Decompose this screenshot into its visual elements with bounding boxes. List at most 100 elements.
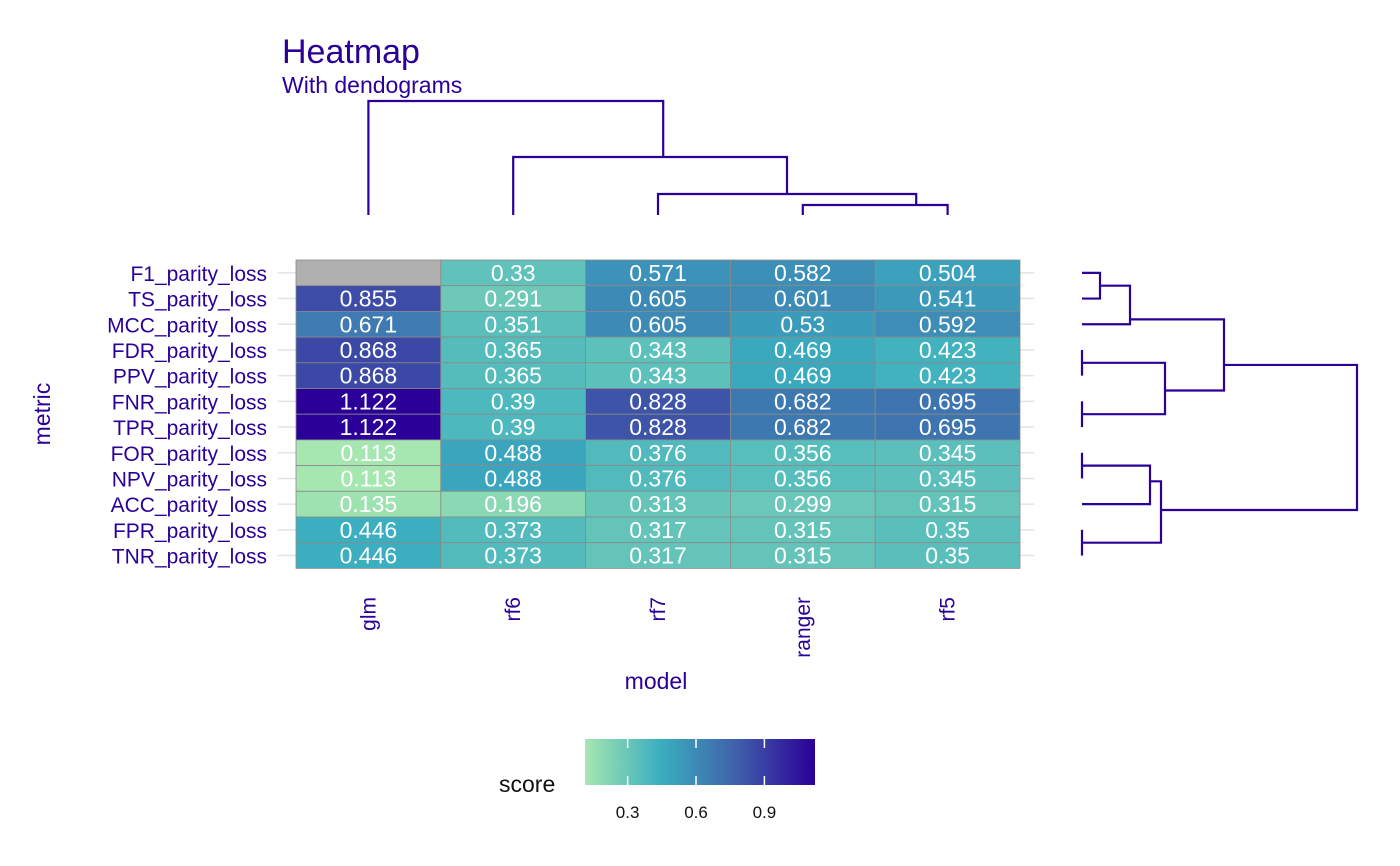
cell-value-label: 1.122: [340, 414, 398, 440]
cell-value-label: 0.373: [484, 543, 542, 569]
cell-value-label: 0.571: [629, 260, 687, 286]
cell-value-label: 0.39: [491, 388, 536, 414]
cell-value-label: 1.122: [340, 388, 398, 414]
y-tick-label: TPR_parity_loss: [113, 417, 267, 440]
heatmap-cell: [295, 310, 442, 338]
y-tick-label: PPV_parity_loss: [113, 366, 267, 389]
dendrogram-branch: [1082, 284, 1132, 326]
cell-value-label: 0.469: [774, 363, 832, 389]
cell-value-label: 0.299: [774, 491, 832, 517]
cell-value-label: 0.828: [629, 388, 687, 414]
cell-value-label: 0.135: [340, 491, 398, 517]
heatmap-cell: [730, 310, 876, 338]
x-tick-label: rf6: [502, 597, 525, 622]
x-tick-label: ranger: [792, 597, 815, 658]
x-tick-label: rf7: [647, 597, 670, 622]
x-tick-label: glm: [357, 597, 380, 631]
cell-value-label: 0.317: [629, 543, 687, 569]
heatmap-cell: [874, 362, 1021, 389]
cell-value-label: 0.695: [919, 388, 977, 414]
heatmap-cell: [585, 490, 731, 518]
cell-value-label: 0.351: [484, 311, 542, 337]
heatmap-cell: [874, 542, 1021, 569]
cell-value-label: 0.423: [919, 363, 977, 389]
cell-value-label: 0.317: [629, 517, 687, 543]
heatmap-cells: [295, 259, 1021, 569]
cell-value-label: 0.423: [919, 337, 977, 363]
dendrogram-branch: [801, 203, 949, 215]
heatmap-cell: [440, 285, 586, 312]
legend-colorbar: [585, 739, 815, 785]
cell-value-label: 0.488: [484, 465, 542, 491]
cell-value-label: 0.113: [340, 465, 396, 491]
cell-value-label: 0.356: [774, 465, 832, 491]
heatmap-cell: [874, 490, 1021, 518]
cell-value-label: 0.365: [484, 363, 542, 389]
cell-value-label: 0.345: [919, 465, 977, 491]
x-tick-label: rf5: [937, 597, 960, 622]
cell-value-label: 0.868: [340, 337, 398, 363]
y-tick-label: FPR_parity_loss: [113, 520, 267, 543]
heatmap-cell: [730, 285, 876, 312]
cell-value-label: 0.605: [629, 311, 687, 337]
cell-value-label: 0.33: [491, 260, 536, 286]
y-tick-label: MCC_parity_loss: [107, 314, 267, 337]
column-dendrogram: [367, 99, 949, 215]
heatmap-cell: [585, 413, 731, 441]
cell-value-label: 0.541: [919, 286, 977, 312]
y-tick-label: ACC_parity_loss: [111, 494, 267, 517]
row-dendrogram: [1080, 271, 1359, 556]
cell-value-label: 0.373: [484, 517, 542, 543]
heatmap-cell: [730, 542, 876, 569]
y-tick-label: FOR_parity_loss: [111, 443, 267, 466]
cell-value-label: 0.365: [484, 337, 542, 363]
dendrogram-branch: [512, 155, 789, 215]
cell-value-label: 0.488: [484, 440, 542, 466]
cell-value-label: 0.828: [629, 414, 687, 440]
cell-value-label: 0.35: [925, 543, 970, 569]
heatmap-cell: [295, 362, 442, 389]
dendrogram-branch: [1130, 318, 1226, 392]
heatmap-cell: [730, 439, 876, 466]
cell-value-label: 0.315: [774, 543, 832, 569]
heatmap-cell: [295, 516, 442, 544]
heatmap-cell: [440, 413, 586, 441]
heatmap-cell: [730, 362, 876, 389]
chart-subtitle: With dendograms: [282, 72, 462, 98]
legend-tick-label: 0.9: [753, 803, 777, 822]
cell-value-label: 0.313: [629, 491, 687, 517]
heatmap-cell: [730, 388, 876, 415]
cell-value-label: 0.446: [340, 517, 398, 543]
y-tick-label: NPV_parity_loss: [112, 468, 267, 491]
cell-value-label: 0.601: [774, 286, 832, 312]
heatmap-cell: [874, 465, 1021, 492]
cell-value-label: 0.343: [629, 363, 687, 389]
heatmap-cell: [730, 413, 876, 441]
y-tick-label: TS_parity_loss: [128, 289, 267, 312]
x-tick-labels: glm rf6 rf7 ranger rf5: [357, 597, 959, 658]
heatmap-cell: [874, 310, 1021, 338]
heatmap-cell: [440, 490, 586, 518]
dendrogram-branch: [1082, 271, 1102, 300]
cell-value-label: 0.582: [774, 260, 832, 286]
heatmap-cell: [874, 388, 1021, 415]
heatmap-cell: [730, 259, 876, 287]
cell-value-label: 0.695: [919, 414, 977, 440]
heatmap-cell: [730, 516, 876, 544]
cell-value-label: 0.682: [774, 388, 832, 414]
heatmap-cell: [585, 542, 731, 569]
heatmap-cell: [874, 439, 1021, 466]
heatmap-cell: [874, 516, 1021, 544]
y-tick-label: FDR_parity_loss: [112, 340, 267, 363]
cell-value-label: 0.345: [919, 440, 977, 466]
cell-value-label: 0.855: [340, 286, 398, 312]
cell-value-label: 0.343: [629, 337, 687, 363]
cell-value-label: 0.605: [629, 286, 687, 312]
cell-value-label: 0.35: [925, 517, 970, 543]
heatmap-cell: [440, 465, 586, 492]
cell-value-label: 0.113: [340, 440, 396, 466]
heatmap-cell: [585, 285, 731, 312]
color-legend: score 0.3 0.6 0.9: [499, 739, 815, 822]
